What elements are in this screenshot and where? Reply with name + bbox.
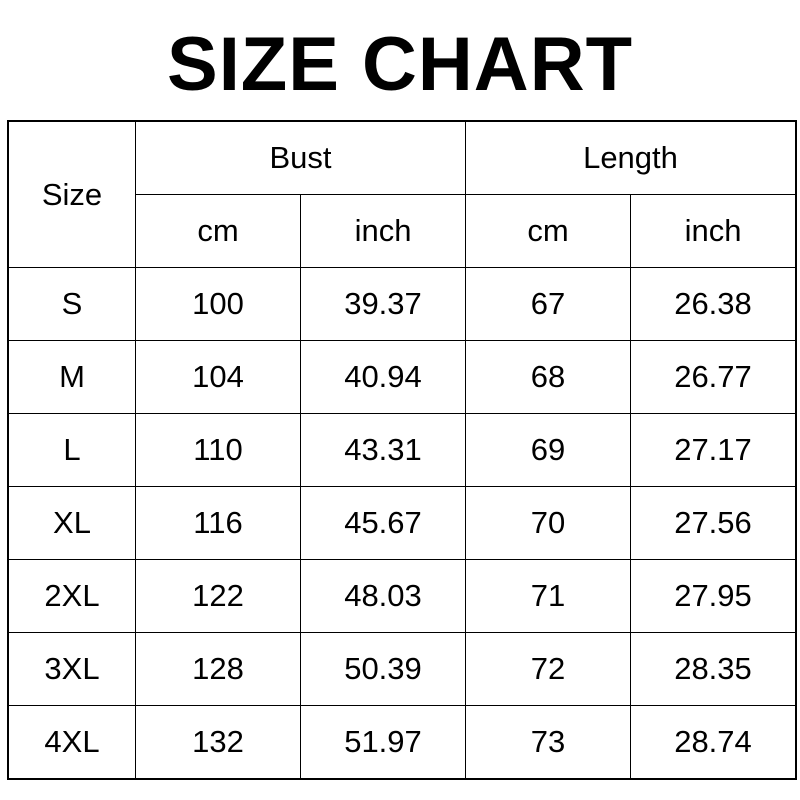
length-cm-cell: 70 — [465, 486, 631, 560]
table-row: XL 116 45.67 70 27.56 — [7, 486, 797, 560]
bust-inch-cell: 39.37 — [300, 267, 466, 341]
bust-inch-cell: 40.94 — [300, 340, 466, 414]
header-row-groups: Size Bust Length — [7, 120, 797, 268]
bust-inch-cell: 43.31 — [300, 413, 466, 487]
bust-inch-cell: 48.03 — [300, 559, 466, 633]
length-cm-cell: 73 — [465, 705, 631, 780]
length-inch-cell: 26.77 — [630, 340, 797, 414]
bust-cm-cell: 116 — [135, 486, 301, 560]
table-row: 4XL 132 51.97 73 28.74 — [7, 705, 797, 780]
bust-header: Bust — [135, 120, 466, 195]
unit-header: inch — [630, 194, 797, 268]
length-inch-cell: 28.35 — [630, 632, 797, 706]
size-chart-table: Size Bust Length cm inch cm inch S 100 39.… — [7, 120, 797, 780]
bust-inch-cell: 45.67 — [300, 486, 466, 560]
table-row: 3XL 128 50.39 72 28.35 — [7, 632, 797, 706]
length-inch-cell: 26.38 — [630, 267, 797, 341]
size-cell: 3XL — [7, 632, 136, 706]
length-inch-cell: 28.74 — [630, 705, 797, 780]
table-row: 2XL 122 48.03 71 27.95 — [7, 559, 797, 633]
table-row: M 104 40.94 68 26.77 — [7, 340, 797, 414]
size-cell: 2XL — [7, 559, 136, 633]
bust-cm-cell: 122 — [135, 559, 301, 633]
length-inch-cell: 27.56 — [630, 486, 797, 560]
page-title: SIZE CHART — [167, 22, 633, 107]
bust-inch-cell: 50.39 — [300, 632, 466, 706]
unit-header: inch — [300, 194, 466, 268]
unit-header: cm — [135, 194, 301, 268]
table-row: L 110 43.31 69 27.17 — [7, 413, 797, 487]
bust-cm-cell: 132 — [135, 705, 301, 780]
length-inch-cell: 27.95 — [630, 559, 797, 633]
unit-header: cm — [465, 194, 631, 268]
length-header: Length — [465, 120, 797, 195]
length-cm-cell: 71 — [465, 559, 631, 633]
size-header: Size — [7, 120, 136, 268]
bust-cm-cell: 100 — [135, 267, 301, 341]
bust-inch-cell: 51.97 — [300, 705, 466, 780]
size-cell: M — [7, 340, 136, 414]
length-cm-cell: 67 — [465, 267, 631, 341]
size-cell: 4XL — [7, 705, 136, 780]
bust-cm-cell: 128 — [135, 632, 301, 706]
length-cm-cell: 72 — [465, 632, 631, 706]
length-inch-cell: 27.17 — [630, 413, 797, 487]
table-row: S 100 39.37 67 26.38 — [7, 267, 797, 341]
length-cm-cell: 69 — [465, 413, 631, 487]
size-cell: L — [7, 413, 136, 487]
size-cell: S — [7, 267, 136, 341]
length-cm-cell: 68 — [465, 340, 631, 414]
size-cell: XL — [7, 486, 136, 560]
bust-cm-cell: 104 — [135, 340, 301, 414]
bust-cm-cell: 110 — [135, 413, 301, 487]
